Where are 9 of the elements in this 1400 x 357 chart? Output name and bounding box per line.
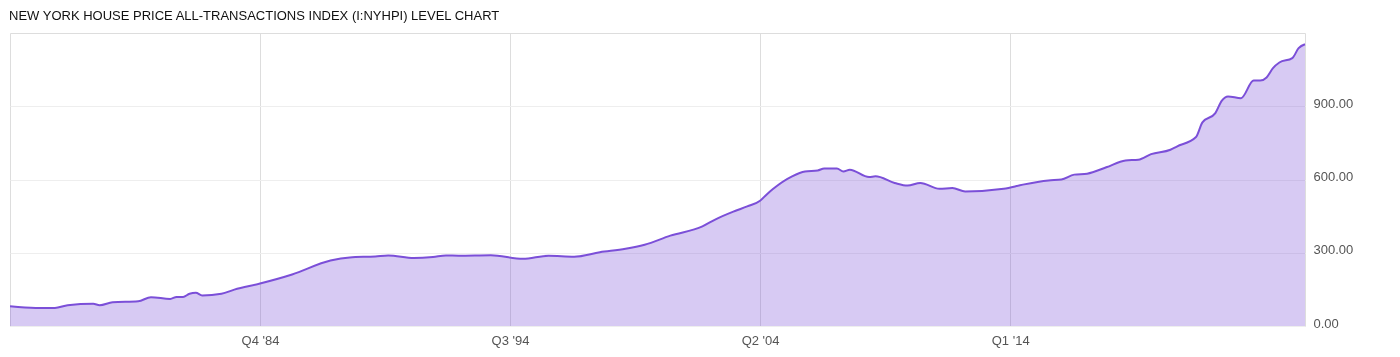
y-tick-label: 900.00 — [1313, 95, 1354, 111]
x-tick-label: Q4 '84 — [241, 332, 280, 348]
chart-title: NEW YORK HOUSE PRICE ALL-TRANSACTIONS INDEX (I:NYHPI) LEVEL CHART — [9, 8, 500, 23]
y-tick-label: 600.00 — [1313, 169, 1354, 184]
y-tick-label: 300.00 — [1313, 242, 1354, 258]
y-tick-label: 0.00 — [1313, 315, 1339, 331]
x-tick-label: Q2 '04 — [741, 332, 780, 348]
x-tick-label: Q1 '14 — [991, 332, 1030, 348]
x-tick-label: Q3 '94 — [491, 332, 530, 348]
